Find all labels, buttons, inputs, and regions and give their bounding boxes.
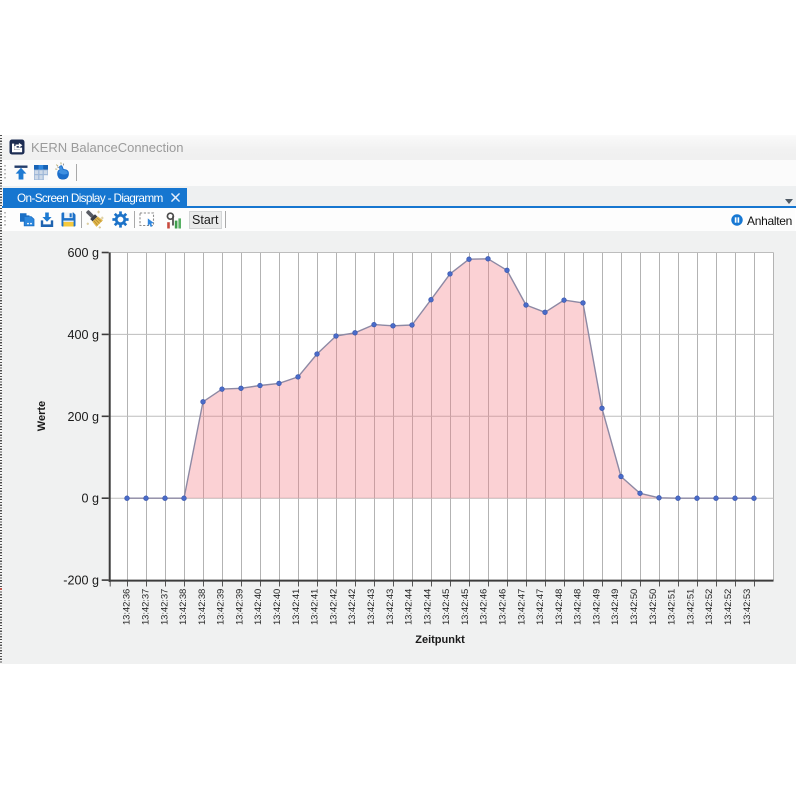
svg-text:13:42:41: 13:42:41 [291, 589, 302, 625]
svg-text:13:42:46: 13:42:46 [498, 589, 509, 625]
svg-text:13:42:45: 13:42:45 [460, 589, 471, 625]
svg-text:13:42:41: 13:42:41 [310, 589, 321, 625]
svg-text:13:42:39: 13:42:39 [216, 589, 227, 625]
svg-text:13:42:50: 13:42:50 [648, 589, 659, 625]
svg-text:600 g: 600 g [67, 246, 99, 260]
svg-text:13:42:43: 13:42:43 [385, 589, 396, 625]
svg-text:13:42:50: 13:42:50 [629, 589, 640, 625]
svg-text:13:42:44: 13:42:44 [422, 589, 433, 625]
svg-text:13:42:37: 13:42:37 [141, 589, 152, 625]
svg-text:13:42:53: 13:42:53 [742, 589, 753, 625]
svg-text:13:42:49: 13:42:49 [592, 589, 603, 625]
svg-text:Werte: Werte [36, 401, 48, 431]
svg-text:Zeitpunkt: Zeitpunkt [415, 634, 465, 646]
svg-text:13:42:38: 13:42:38 [197, 589, 208, 625]
svg-text:13:42:39: 13:42:39 [234, 589, 245, 625]
svg-text:13:42:48: 13:42:48 [573, 589, 584, 625]
svg-text:13:42:48: 13:42:48 [554, 589, 565, 625]
svg-text:13:42:46: 13:42:46 [479, 589, 490, 625]
svg-text:13:42:52: 13:42:52 [723, 589, 734, 625]
svg-text:13:42:51: 13:42:51 [667, 589, 678, 625]
svg-text:13:42:47: 13:42:47 [535, 589, 546, 625]
svg-text:13:42:37: 13:42:37 [159, 589, 170, 625]
svg-text:13:42:42: 13:42:42 [328, 589, 339, 625]
svg-text:13:42:52: 13:42:52 [704, 589, 715, 625]
svg-text:13:42:49: 13:42:49 [610, 589, 621, 625]
svg-text:13:42:38: 13:42:38 [178, 589, 189, 625]
svg-text:13:42:45: 13:42:45 [441, 589, 452, 625]
svg-text:400 g: 400 g [67, 328, 99, 342]
svg-text:-200 g: -200 g [63, 574, 99, 588]
svg-text:13:42:47: 13:42:47 [516, 589, 527, 625]
svg-text:13:42:40: 13:42:40 [272, 589, 283, 625]
svg-text:13:42:51: 13:42:51 [685, 589, 696, 625]
svg-text:200 g: 200 g [67, 410, 99, 424]
svg-text:13:42:40: 13:42:40 [253, 589, 264, 625]
svg-text:0 g: 0 g [81, 492, 99, 506]
svg-text:13:42:43: 13:42:43 [366, 589, 377, 625]
svg-text:13:42:36: 13:42:36 [122, 589, 133, 625]
svg-text:13:42:44: 13:42:44 [404, 589, 415, 625]
svg-text:13:42:42: 13:42:42 [347, 589, 358, 625]
